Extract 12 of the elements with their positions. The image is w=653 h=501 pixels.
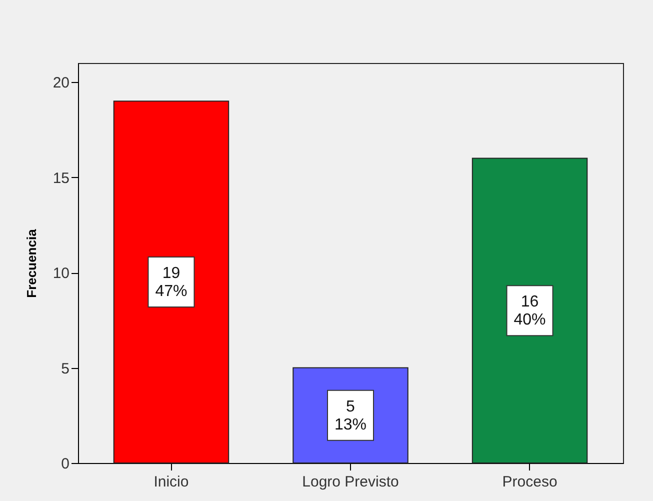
y-tick-label: 5: [61, 360, 70, 378]
y-tick-label: 10: [52, 265, 70, 282]
x-tick-label: Proceso: [502, 474, 558, 490]
y-axis-title: Frecuencia: [24, 228, 39, 298]
data-label: 19 47%: [155, 265, 188, 300]
y-tick-label: 15: [52, 170, 70, 187]
y-tick-label: 20: [52, 74, 70, 92]
y-tick-label: 0: [61, 456, 70, 472]
x-tick-label: Logro Previsto: [302, 474, 399, 490]
x-tick-label: Inicio: [154, 474, 189, 490]
data-label: 16 40%: [514, 294, 546, 329]
data-label: 5 13%: [334, 398, 367, 434]
